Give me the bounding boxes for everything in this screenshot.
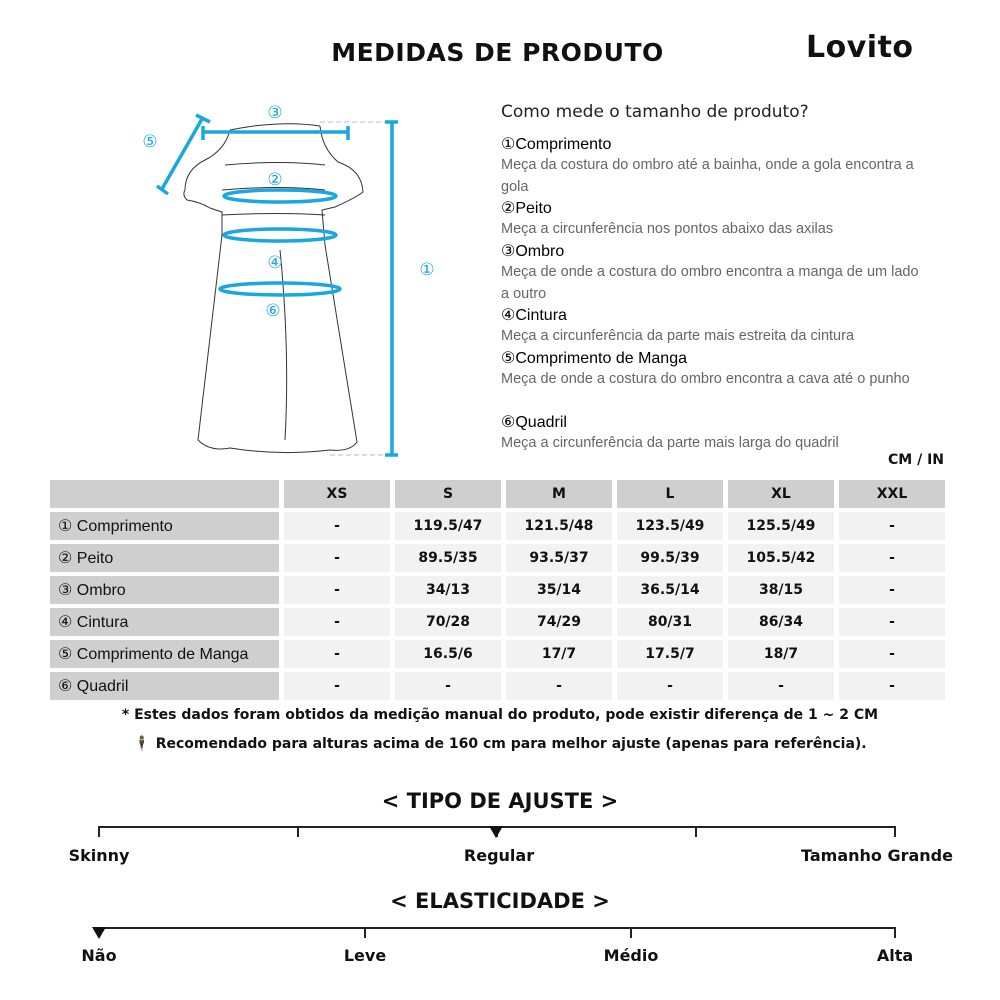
fit-label-skinny: Skinny — [68, 846, 130, 865]
table-cell: 121.5/48 — [506, 512, 612, 540]
fit-selected-marker-icon — [489, 826, 503, 838]
table-cell: - — [839, 608, 945, 636]
row-label: ③ Ombro — [50, 576, 279, 604]
table-cell: 125.5/49 — [728, 512, 834, 540]
table-cell: - — [395, 672, 501, 700]
elasticity-label-medium: Médio — [603, 946, 659, 965]
table-cell: 16.5/6 — [395, 640, 501, 668]
table-cell: 17.5/7 — [617, 640, 723, 668]
table-cell: 18/7 — [728, 640, 834, 668]
row-label: ① Comprimento — [50, 512, 279, 540]
table-cell: - — [839, 544, 945, 572]
table-cell: 89.5/35 — [395, 544, 501, 572]
table-cell: - — [839, 640, 945, 668]
marker-5: ⑤ — [142, 132, 157, 152]
row-label: ⑤ Comprimento de Manga — [50, 640, 279, 668]
table-cell: 119.5/47 — [395, 512, 501, 540]
brand-logo: Lovito — [806, 30, 914, 65]
table-cell: 99.5/39 — [617, 544, 723, 572]
elasticity-label-none: Não — [81, 946, 117, 965]
size-table: XS S M L XL XXL ① Comprimento -119.5/47 121.5/4… — [45, 476, 950, 704]
page-title: MEDIDAS DE PRODUTO — [331, 38, 664, 67]
table-row: ④ Cintura -70/28 74/29 80/31 86/34- — [50, 608, 945, 636]
table-cell: 80/31 — [617, 608, 723, 636]
table-cell: 74/29 — [506, 608, 612, 636]
table-cell: - — [839, 512, 945, 540]
guide-item: ③Ombro Meça de onde a costura do ombro en… — [501, 243, 919, 302]
table-row: ⑤ Comprimento de Manga -16.5/6 17/7 17.5/7 1… — [50, 640, 945, 668]
dress-outline — [183, 123, 364, 454]
table-cell: - — [839, 672, 945, 700]
table-cell: 35/14 — [506, 576, 612, 604]
table-cell: 123.5/49 — [617, 512, 723, 540]
table-cell: - — [284, 672, 390, 700]
guide-item: ②Peito Meça a circunferência nos pontos a… — [501, 200, 834, 237]
elasticity-label-high: Alta — [876, 946, 914, 965]
sleeve-line — [160, 118, 204, 190]
row-label: ⑥ Quadril — [50, 672, 279, 700]
table-row: ① Comprimento -119.5/47 121.5/48 123.5/49 12… — [50, 512, 945, 540]
table-cell: - — [839, 576, 945, 604]
marker-4: ④ — [267, 253, 282, 273]
elasticity-title: < ELASTICIDADE > — [390, 889, 610, 913]
marker-2: ② — [267, 170, 282, 190]
table-cell: - — [728, 672, 834, 700]
marker-3: ③ — [267, 103, 282, 123]
guide-item: ⑤Comprimento de Manga Meça de onde a cost… — [501, 350, 910, 387]
table-cell: 38/15 — [728, 576, 834, 604]
guide-item: ①Comprimento Meça da costura do ombro até… — [501, 136, 914, 195]
fit-label-plus: Tamanho Grande — [801, 846, 953, 865]
guide-item: ④Cintura Meça a circunferência da parte m… — [501, 307, 855, 344]
table-cell: 105.5/42 — [728, 544, 834, 572]
dress-measurement-diagram: ① ② ③ ④ ⑤ ⑥ — [142, 103, 435, 457]
table-cell: - — [284, 576, 390, 604]
row-label: ④ Cintura — [50, 608, 279, 636]
table-cell: - — [284, 608, 390, 636]
marker-1: ① — [419, 260, 434, 280]
table-cell: 70/28 — [395, 608, 501, 636]
table-cell: 93.5/37 — [506, 544, 612, 572]
row-label: ② Peito — [50, 544, 279, 572]
guide-question: Como mede o tamanho de produto? — [501, 102, 809, 122]
elasticity-scale-line — [99, 927, 896, 929]
table-cell: 86/34 — [728, 608, 834, 636]
table-cell: 17/7 — [506, 640, 612, 668]
table-row: ③ Ombro -34/13 35/14 36.5/14 38/15- — [50, 576, 945, 604]
table-cell: - — [284, 512, 390, 540]
table-cell: - — [284, 544, 390, 572]
height-note: 🕴 Recomendado para alturas acima de 160 … — [133, 736, 867, 752]
elasticity-selected-marker-icon — [92, 927, 106, 939]
fit-type-title: < TIPO DE AJUSTE > — [381, 789, 619, 813]
table-row: ⑥ Quadril - - - - - - — [50, 672, 945, 700]
guide-item: ⑥Quadril Meça a circunferência da parte m… — [501, 414, 839, 451]
fit-label-regular: Regular — [463, 846, 535, 865]
table-cell: 36.5/14 — [617, 576, 723, 604]
marker-6: ⑥ — [265, 301, 280, 321]
manual-measurement-note: * Estes dados foram obtidos da medição m… — [121, 707, 879, 723]
table-cell: - — [617, 672, 723, 700]
person-icon: 🕴 — [133, 736, 151, 752]
table-cell: 34/13 — [395, 576, 501, 604]
unit-label: CM / IN — [888, 452, 944, 468]
table-header-row: XS S M L XL XXL — [50, 480, 945, 508]
elasticity-label-light: Leve — [343, 946, 387, 965]
table-row: ② Peito -89.5/35 93.5/37 99.5/39 105.5/42- — [50, 544, 945, 572]
table-cell: - — [284, 640, 390, 668]
table-cell: - — [506, 672, 612, 700]
